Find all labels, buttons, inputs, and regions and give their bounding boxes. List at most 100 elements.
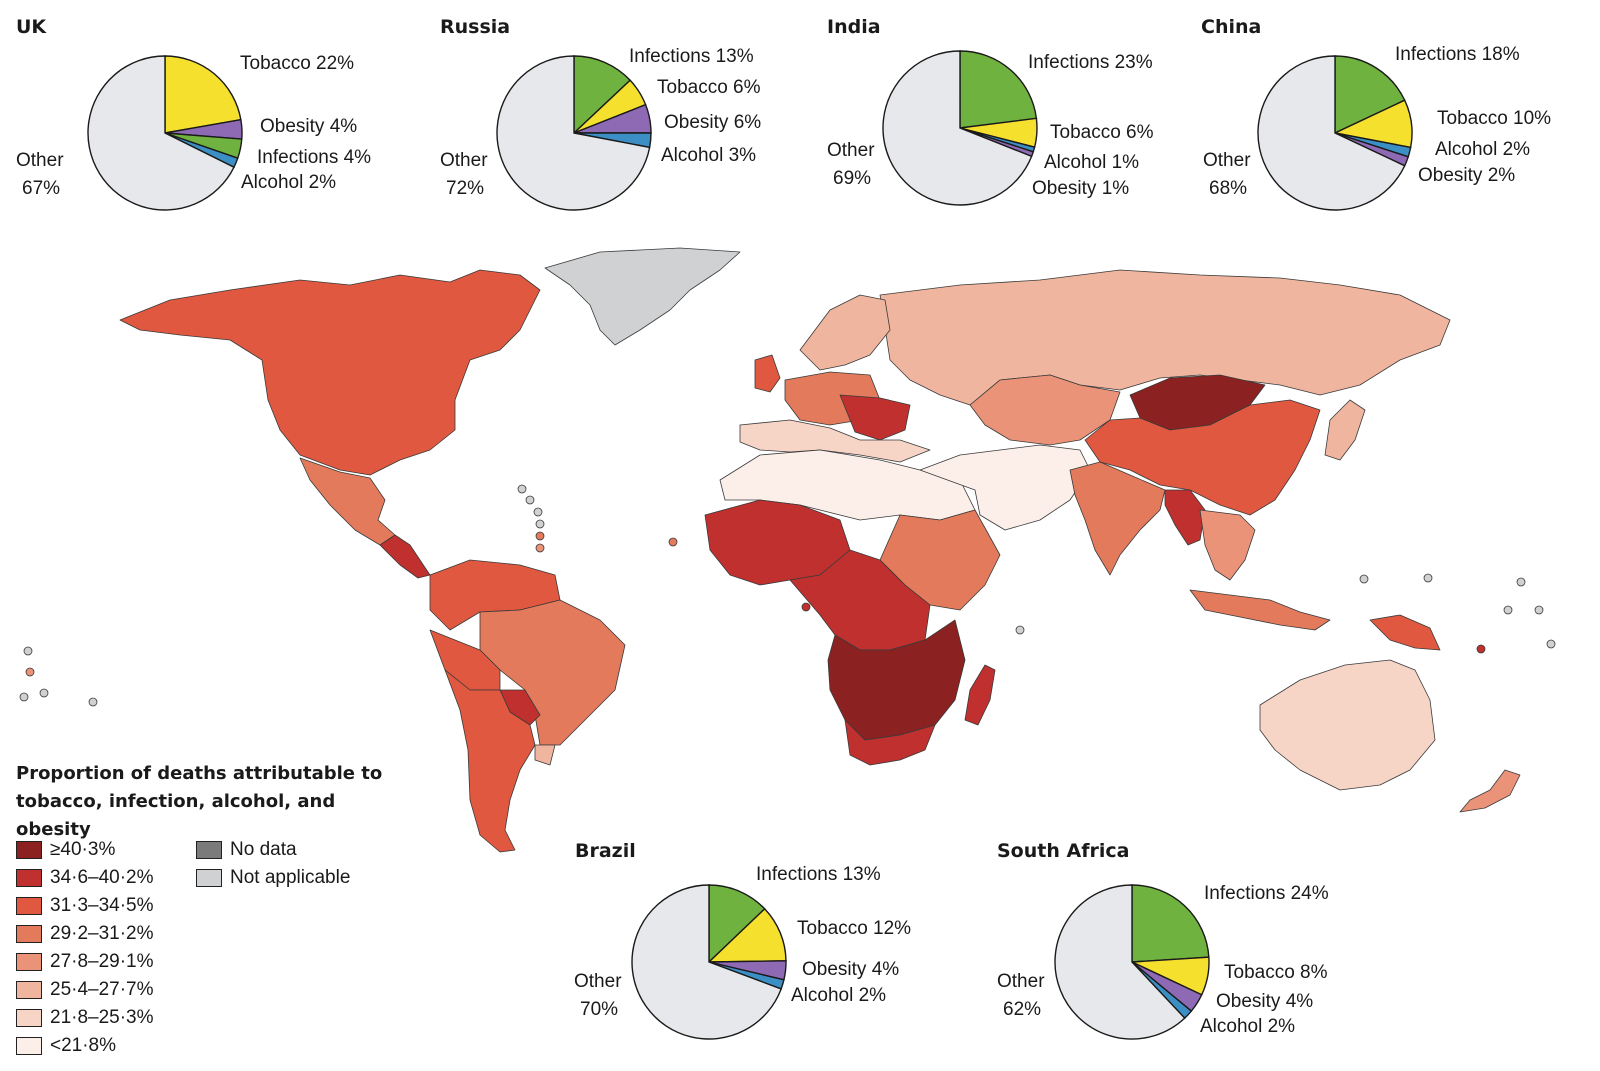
legend-bins: ≥40·3% 34·6–40·2% 31·3–34·5% 29·2–31·2% 27·8…: [16, 836, 154, 1060]
legend-label: 31·3–34·5%: [50, 895, 154, 916]
map-region: [1324, 399, 1366, 461]
legend-item: 27·8–29·1%: [16, 948, 154, 976]
map-region: [1164, 489, 1206, 546]
map-region: [1069, 461, 1166, 576]
map-region: [1189, 589, 1331, 631]
island-marker: [1516, 577, 1526, 587]
pie-slice-infections: [959, 50, 1038, 129]
pie-chart-uk: [87, 55, 243, 211]
map-region: [754, 354, 781, 393]
island-marker: [535, 543, 545, 553]
pie-slice-other: [882, 50, 1033, 206]
pie-label-obesity: Obesity 2%: [1418, 165, 1516, 186]
map-region: [379, 534, 431, 579]
pie-label-tobacco: Tobacco 6%: [657, 77, 761, 98]
map-region: [444, 669, 536, 853]
map-region: [544, 247, 741, 346]
pie-label-tobacco: Tobacco 12%: [797, 918, 912, 939]
legend-swatch: [16, 1009, 42, 1027]
island-marker: [23, 646, 33, 656]
legend-swatch: [16, 981, 42, 999]
pie-title-china: China: [1201, 16, 1262, 38]
pie-label-obesity: Obesity 1%: [1032, 178, 1130, 199]
map-region: [1369, 614, 1441, 651]
map-region: [1199, 509, 1256, 581]
pie-slice-other: [1257, 55, 1406, 211]
island-marker: [19, 692, 29, 702]
pie-slice-infections: [1334, 55, 1406, 135]
island-marker: [1534, 605, 1544, 615]
pie-label-obesity: Obesity 4%: [1216, 991, 1314, 1012]
pie-chart-china: [1257, 55, 1413, 211]
legend-item: 34·6–40·2%: [16, 864, 154, 892]
map-region: [844, 719, 936, 766]
map-region: [1259, 659, 1436, 791]
pie-title-brazil: Brazil: [575, 840, 636, 862]
pie-label-infections: Infections 13%: [756, 864, 881, 885]
legend-item: 31·3–34·5%: [16, 892, 154, 920]
legend-label: 25·4–27·7%: [50, 979, 154, 1000]
island-marker: [1015, 625, 1025, 635]
legend: Proportion of deaths attributable to tob…: [16, 760, 406, 1056]
pie-label-alcohol: Alcohol 1%: [1044, 152, 1140, 173]
pie-slice-other: [87, 55, 235, 211]
island-marker: [88, 697, 98, 707]
legend-swatch: [16, 953, 42, 971]
map-region: [827, 619, 966, 741]
island-marker: [668, 537, 678, 547]
island-marker: [535, 519, 545, 529]
legend-label: Not applicable: [230, 867, 351, 888]
pie-label-other: Other 69%: [827, 140, 875, 189]
legend-item: No data: [196, 836, 350, 864]
pie-slice-infections: [708, 884, 766, 964]
pie-slice-other: [631, 884, 783, 1040]
pie-slice-infections: [573, 55, 632, 135]
legend-swatch: [16, 869, 42, 887]
pie-label-infections: Infections 23%: [1028, 52, 1153, 73]
island-marker: [1476, 644, 1486, 654]
legend-item: 29·2–31·2%: [16, 920, 154, 948]
legend-item: <21·8%: [16, 1032, 154, 1060]
pie-chart-russia: [496, 55, 652, 211]
legend-swatch: [196, 841, 222, 859]
legend-swatch: [196, 869, 222, 887]
legend-item: Not applicable: [196, 864, 350, 892]
pie-label-obesity: Obesity 4%: [802, 959, 900, 980]
pie-chart-brazil: [631, 884, 787, 1040]
island-marker: [39, 688, 49, 698]
pie-slice-tobacco: [164, 55, 242, 134]
map-region: [1084, 399, 1321, 516]
pie-label-other: Other 72%: [440, 150, 488, 199]
pie-label-other: Other 68%: [1203, 150, 1251, 199]
map-region: [119, 269, 541, 476]
island-marker: [525, 495, 535, 505]
pie-label-obesity: Obesity 4%: [260, 116, 358, 137]
pie-slice-other: [496, 55, 651, 211]
island-marker: [533, 507, 543, 517]
legend-label: 29·2–31·2%: [50, 923, 154, 944]
pie-chart-south-africa: [1054, 884, 1210, 1040]
legend-item: ≥40·3%: [16, 836, 154, 864]
pie-label-infections: Infections 13%: [629, 46, 754, 67]
pie-label-other: Other 70%: [574, 971, 622, 1020]
island-marker: [25, 667, 35, 677]
legend-label: ≥40·3%: [50, 839, 116, 860]
map-region: [534, 744, 556, 766]
legend-label: <21·8%: [50, 1035, 117, 1056]
legend-swatch: [16, 897, 42, 915]
legend-item: 25·4–27·7%: [16, 976, 154, 1004]
pie-label-tobacco: Tobacco 6%: [1050, 122, 1154, 143]
pie-label-tobacco: Tobacco 10%: [1437, 108, 1552, 129]
island-marker: [1423, 573, 1433, 583]
pie-slice-other: [1054, 884, 1186, 1040]
legend-extras: No data Not applicable: [196, 836, 350, 892]
pie-label-alcohol: Alcohol 3%: [661, 145, 757, 166]
legend-swatch: [16, 925, 42, 943]
legend-label: 34·6–40·2%: [50, 867, 154, 888]
legend-label: 21·8–25·3%: [50, 1007, 154, 1028]
legend-title: Proportion of deaths attributable to tob…: [16, 763, 383, 840]
island-marker: [801, 602, 811, 612]
legend-swatch: [16, 841, 42, 859]
legend-label: 27·8–29·1%: [50, 951, 154, 972]
